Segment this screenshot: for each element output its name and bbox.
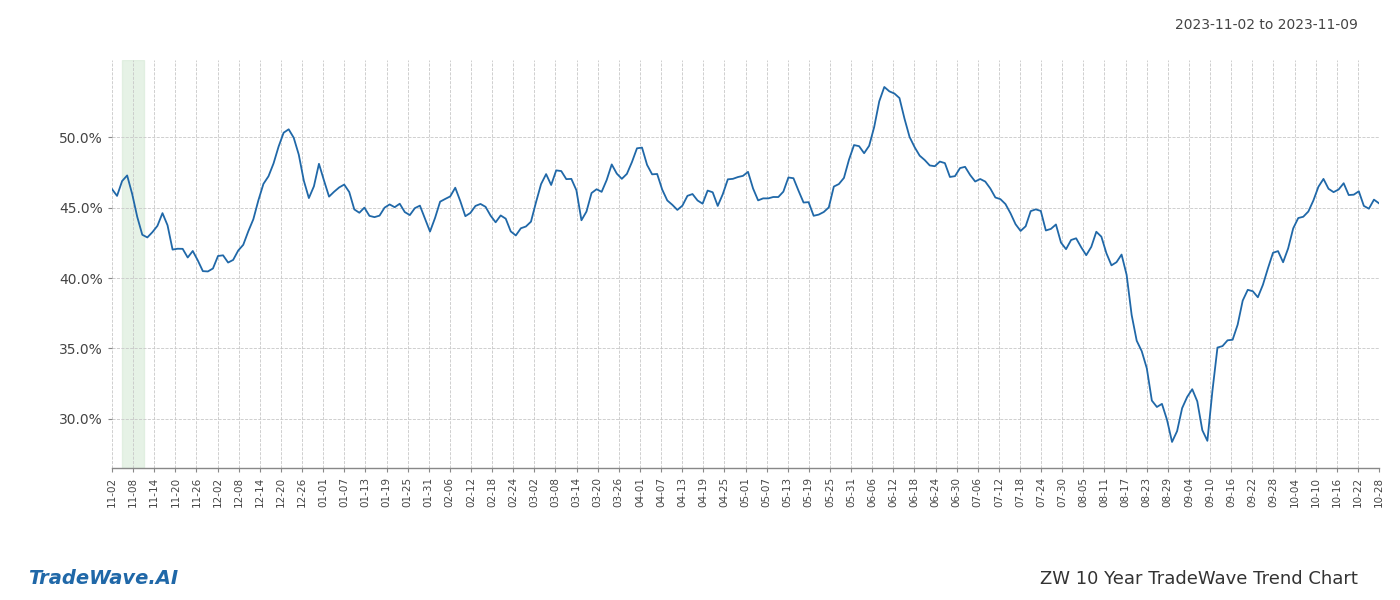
Text: TradeWave.AI: TradeWave.AI [28, 569, 178, 588]
Text: ZW 10 Year TradeWave Trend Chart: ZW 10 Year TradeWave Trend Chart [1040, 570, 1358, 588]
Bar [122, 60, 144, 468]
Text: 2023-11-02 to 2023-11-09: 2023-11-02 to 2023-11-09 [1175, 18, 1358, 32]
